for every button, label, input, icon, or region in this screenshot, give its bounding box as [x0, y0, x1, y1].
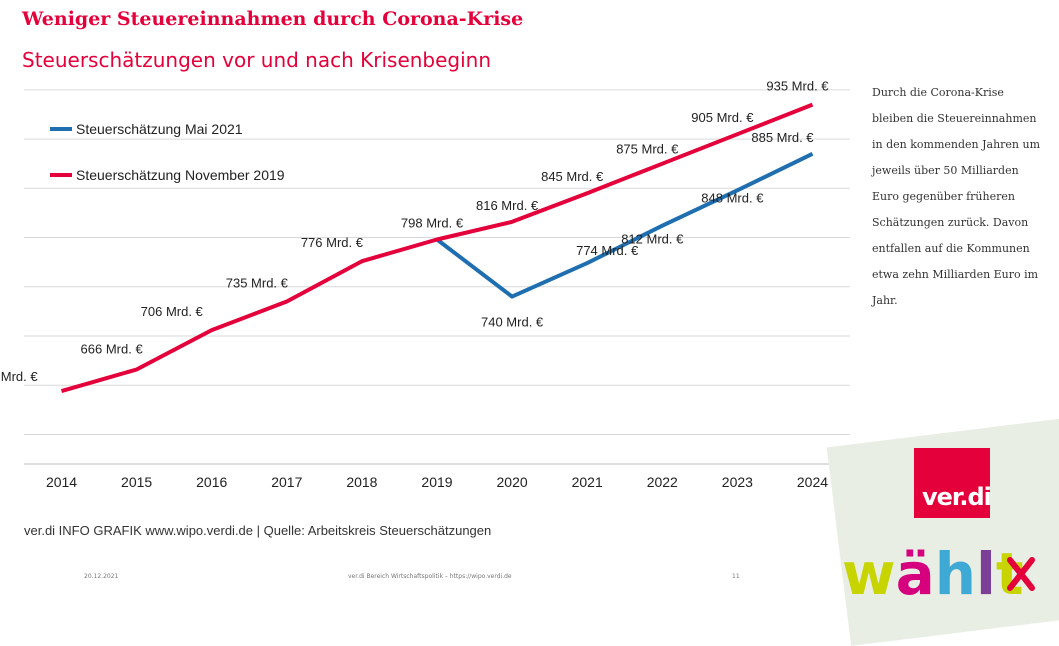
data-label: 875 Mrd. € [616, 142, 679, 157]
data-label: 666 Mrd. € [81, 341, 144, 356]
waehlt-slogan-text: wählt [842, 540, 1024, 595]
data-label: 774 Mrd. € [576, 243, 639, 258]
x-tick-label: 2017 [271, 474, 302, 490]
source-note: ver.di INFO GRAFIK www.wipo.verdi.de | Q… [24, 523, 492, 538]
slogan-letter: l [976, 540, 996, 595]
verdi-logo-text: ver.di [922, 483, 992, 511]
chart-subtitle: Steuerschätzungen vor und nach Krisenbeg… [22, 48, 492, 72]
x-tick-label: 2021 [572, 474, 603, 490]
x-tick-label: 2016 [196, 474, 227, 490]
footer-url: ver.di Bereich Wirtschaftspolitik – http… [348, 573, 512, 580]
legend-label: Steuerschätzung Mai 2021 [76, 121, 243, 137]
slogan-letter: h [935, 540, 976, 595]
legend-label: Steuerschätzung November 2019 [76, 167, 285, 183]
series-line-mai-2021 [435, 152, 814, 299]
data-label: 776 Mrd. € [301, 235, 364, 250]
x-tick-label: 2022 [647, 474, 678, 490]
series-line-nov-2019 [60, 102, 814, 394]
verdi-logo [914, 448, 990, 518]
data-label: 885 Mrd. € [751, 130, 814, 145]
data-label: 812 Mrd. € [621, 232, 684, 247]
cross-mark-icon [1007, 557, 1035, 591]
data-label: 798 Mrd. € [401, 216, 464, 231]
x-tick-label: 2023 [722, 474, 753, 490]
x-tick-label: 2018 [346, 474, 377, 490]
x-tick-label: 2019 [421, 474, 452, 490]
x-tick-label: 2020 [497, 474, 528, 490]
x-tick-label: 2015 [121, 474, 152, 490]
side-commentary: Durch die Corona-Krise bleiben die Steue… [872, 86, 1041, 307]
slogan-letter: ä [896, 540, 935, 595]
x-tick-label: 2014 [46, 474, 77, 490]
data-label: 816 Mrd. € [476, 198, 539, 213]
line-chart: 2014 2015 2016 2017 2018 2019 2020 2021 2022 2023… [0, 80, 850, 490]
data-label: 644 Mrd. € [0, 369, 38, 384]
data-label: 905 Mrd. € [691, 110, 754, 125]
data-label: 845 Mrd. € [541, 169, 604, 184]
data-label: 706 Mrd. € [141, 304, 204, 319]
x-tick-label: 2024 [797, 474, 828, 490]
chart-title: Weniger Steuereinnahmen durch Corona-Kri… [22, 8, 524, 30]
footer-page-number: 11 [732, 573, 740, 580]
data-label: 735 Mrd. € [226, 276, 289, 291]
slogan-letter: w [842, 540, 896, 595]
footer-date: 20.12.2021 [84, 573, 119, 580]
waehlt-slogan-graphic: wählt [842, 540, 1035, 595]
data-label: 935 Mrd. € [766, 80, 829, 94]
data-label: 848 Mrd. € [701, 190, 764, 205]
data-label: 740 Mrd. € [481, 315, 544, 330]
